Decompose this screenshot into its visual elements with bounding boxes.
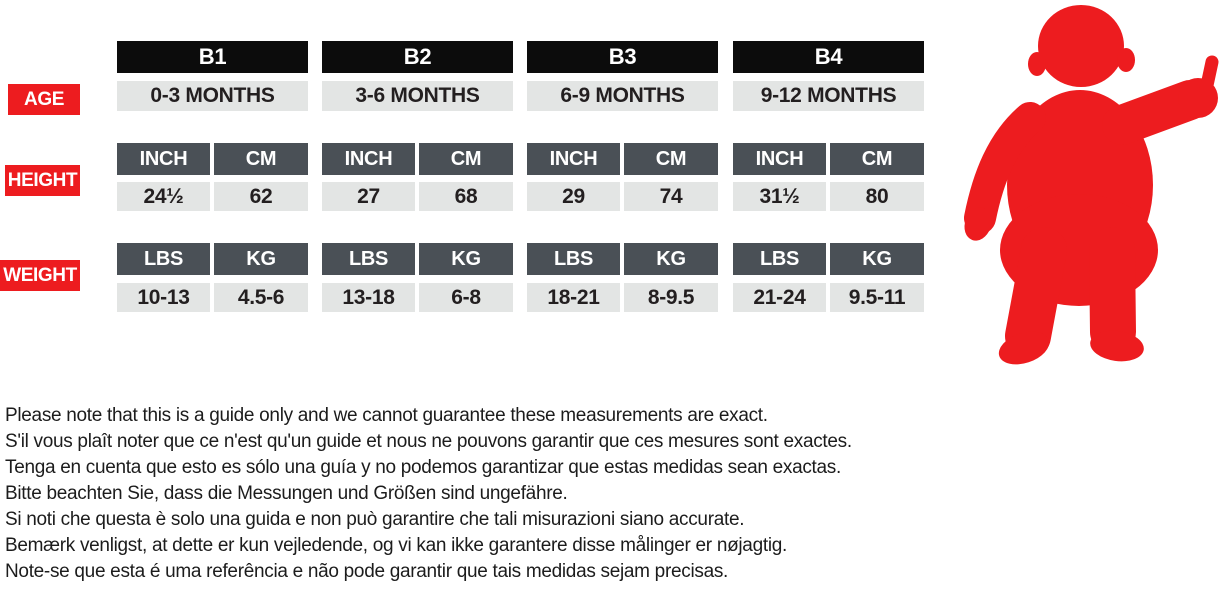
cm-header-b3: CM [624, 143, 718, 175]
inch-header-b4: INCH [733, 143, 826, 175]
age-value-b4: 9-12 MONTHS [733, 81, 924, 111]
cm-header-b1: CM [214, 143, 308, 175]
height-inch-b1: 24½ [117, 182, 210, 211]
weight-lbs-b2: 13-18 [322, 283, 415, 312]
kg-header-b3: KG [624, 243, 718, 275]
lbs-header-b2: LBS [322, 243, 415, 275]
height-inch-b3: 29 [527, 182, 620, 211]
row-label-height: HEIGHT [5, 165, 80, 196]
age-value-b2: 3-6 MONTHS [322, 81, 513, 111]
inch-header-b3: INCH [527, 143, 620, 175]
kg-header-b2: KG [419, 243, 513, 275]
weight-kg-b4: 9.5-11 [830, 283, 924, 312]
weight-lbs-b3: 18-21 [527, 283, 620, 312]
height-cm-b2: 68 [419, 182, 513, 211]
height-inch-b2: 27 [322, 182, 415, 211]
row-label-age: AGE [8, 84, 80, 115]
age-value-b3: 6-9 MONTHS [527, 81, 718, 111]
disclaimer-text: Please note that this is a guide only an… [5, 403, 1005, 585]
weight-kg-b3: 8-9.5 [624, 283, 718, 312]
disclaimer-line-fr: S'il vous plaît noter que ce n'est qu'un… [5, 431, 852, 452]
lbs-header-b1: LBS [117, 243, 210, 275]
kg-header-b4: KG [830, 243, 924, 275]
weight-kg-b1: 4.5-6 [214, 283, 308, 312]
size-column-b3: B3 6-9 MONTHS INCH CM 29 74 LBS KG 18-21… [527, 0, 718, 330]
disclaimer-line-it: Si noti che questa è solo una guida e no… [5, 509, 745, 530]
size-column-b1: B1 0-3 MONTHS INCH CM 24½ 62 LBS KG 10-1… [117, 0, 308, 330]
row-label-weight: WEIGHT [0, 260, 80, 291]
inch-header-b2: INCH [322, 143, 415, 175]
height-inch-b4: 31½ [733, 182, 826, 211]
age-value-b1: 0-3 MONTHS [117, 81, 308, 111]
height-cm-b3: 74 [624, 182, 718, 211]
lbs-header-b4: LBS [733, 243, 826, 275]
disclaimer-line-da: Bemærk venligst, at dette er kun vejlede… [5, 535, 787, 556]
inch-header-b1: INCH [117, 143, 210, 175]
size-code-b2: B2 [322, 41, 513, 73]
height-cm-b4: 80 [830, 182, 924, 211]
cm-header-b2: CM [419, 143, 513, 175]
height-cm-b1: 62 [214, 182, 308, 211]
size-code-b1: B1 [117, 41, 308, 73]
weight-lbs-b4: 21-24 [733, 283, 826, 312]
size-code-b4: B4 [733, 41, 924, 73]
size-column-b4: B4 9-12 MONTHS INCH CM 31½ 80 LBS KG 21-… [733, 0, 924, 330]
disclaimer-line-en: Please note that this is a guide only an… [5, 405, 768, 426]
disclaimer-line-de: Bitte beachten Sie, dass die Messungen u… [5, 483, 568, 504]
kg-header-b1: KG [214, 243, 308, 275]
cm-header-b4: CM [830, 143, 924, 175]
weight-kg-b2: 6-8 [419, 283, 513, 312]
disclaimer-line-pt: Note-se que esta é uma referência e não … [5, 561, 729, 582]
disclaimer-line-es: Tenga en cuenta que esto es sólo una guí… [5, 457, 841, 478]
lbs-header-b3: LBS [527, 243, 620, 275]
size-column-b2: B2 3-6 MONTHS INCH CM 27 68 LBS KG 13-18… [322, 0, 513, 330]
weight-lbs-b1: 10-13 [117, 283, 210, 312]
size-code-b3: B3 [527, 41, 718, 73]
baby-thumbs-up-icon [964, 5, 1219, 365]
